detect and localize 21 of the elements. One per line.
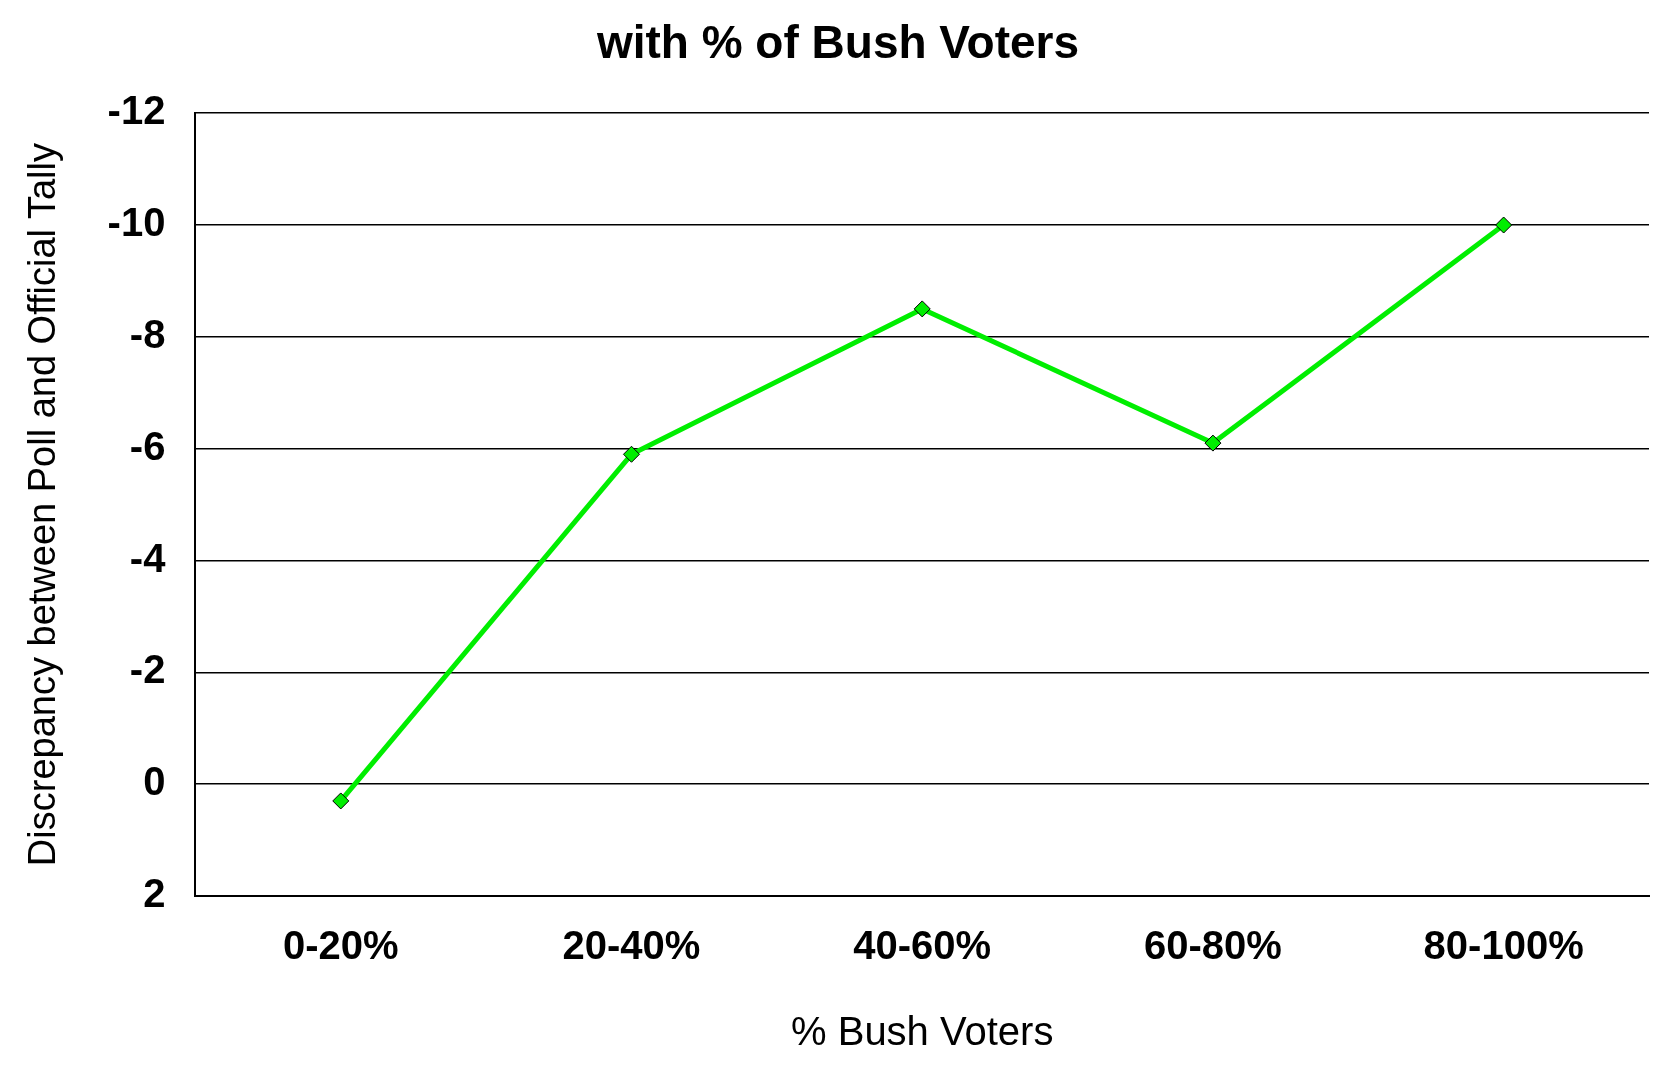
y-tick-label: 2 — [143, 871, 166, 916]
y-axis-title: Discrepancy between Poll and Official Tally — [21, 143, 64, 867]
x-tick-label: 20-40% — [562, 923, 701, 968]
y-tick-label: -6 — [129, 423, 166, 468]
x-tick-label: 0-20% — [282, 923, 399, 968]
point — [913, 300, 931, 318]
x-tick-label: 80-100% — [1423, 923, 1584, 968]
y-tick-label: -12 — [107, 88, 166, 133]
point — [622, 445, 640, 463]
point — [332, 792, 350, 810]
y-tick-label: -10 — [107, 200, 166, 245]
point — [1495, 216, 1513, 234]
y-tick-label: -8 — [129, 311, 166, 356]
point — [1204, 434, 1222, 452]
y-tick-label: 0 — [143, 759, 166, 804]
chart-title: with % of Bush Voters — [595, 16, 1080, 69]
x-axis-title: % Bush Voters — [791, 1009, 1054, 1054]
y-tick-label: -4 — [129, 535, 167, 580]
y-tick-label: -2 — [129, 647, 166, 692]
x-tick-label: 40-60% — [853, 923, 992, 968]
x-tick-label: 60-80% — [1143, 923, 1282, 968]
